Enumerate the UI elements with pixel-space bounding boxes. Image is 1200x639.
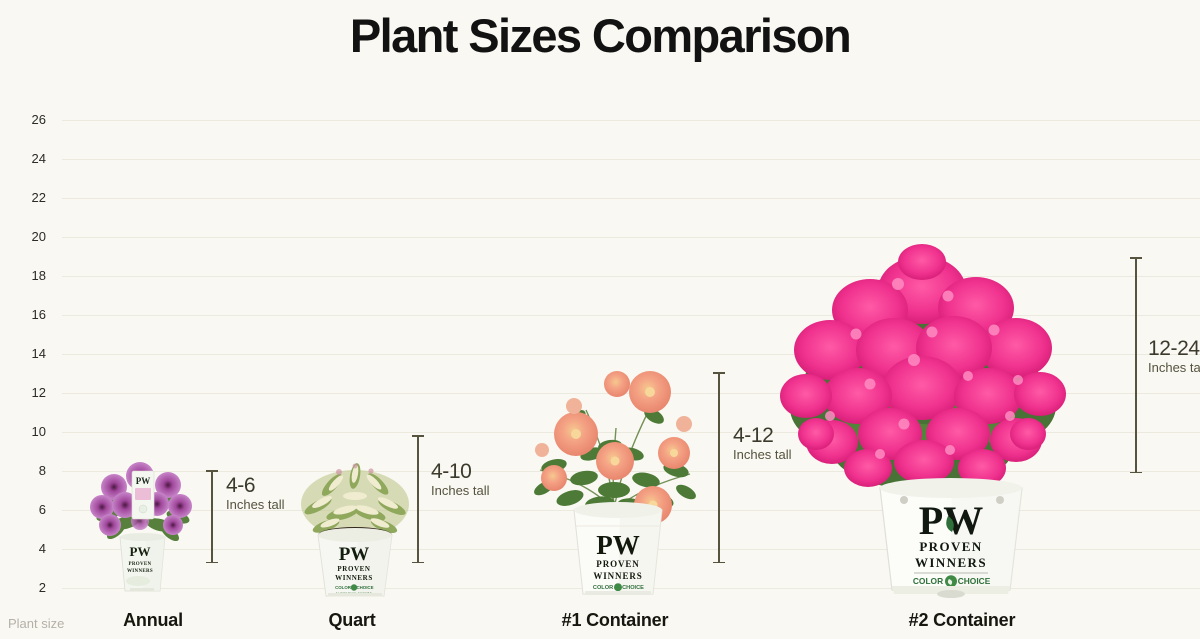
- measure-bracket-quart: [412, 435, 424, 563]
- annotation-range: 4-6: [226, 474, 256, 497]
- y-tick-label: 12: [31, 385, 46, 400]
- annotation-unit: Inches tall: [733, 447, 792, 463]
- svg-text:PROVEN: PROVEN: [337, 565, 370, 573]
- gridline: [62, 120, 1200, 121]
- plant-figure-annual: PW PW PROVEN WINNERS: [80, 443, 205, 595]
- x-tick-label-quart: Quart: [328, 610, 376, 630]
- bracket-stem: [417, 435, 419, 563]
- bracket-cap-bottom: [206, 561, 218, 563]
- svg-text:PW: PW: [130, 544, 151, 559]
- plant-figure-quart: PW PROVEN WINNERS COLOR CHOICE FLOWERING…: [292, 452, 418, 600]
- annotation-unit: Inches tall: [226, 497, 285, 513]
- plant-figure-container-2: PW PROVEN WINNERS COLOR CHOICE FLOWERING…: [772, 238, 1072, 600]
- svg-text:COLOR: COLOR: [335, 585, 352, 590]
- annotation-quart: 4-10 Inches tall: [431, 460, 490, 500]
- measure-bracket-container-2: [1130, 257, 1142, 473]
- svg-text:CHOICE: CHOICE: [622, 585, 644, 591]
- bracket-stem: [211, 470, 213, 563]
- annotation-range: 4-12: [733, 424, 774, 447]
- y-tick-label: 14: [31, 346, 46, 361]
- svg-text:COLOR: COLOR: [913, 576, 943, 586]
- annotation-annual: 4-6 Inches tall: [226, 474, 285, 514]
- svg-text:PROVEN: PROVEN: [129, 562, 152, 567]
- y-tick-label: 8: [38, 463, 46, 478]
- svg-text:WINNERS: WINNERS: [127, 569, 153, 574]
- y-tick-label: 18: [31, 268, 46, 283]
- svg-text:PROVEN: PROVEN: [919, 539, 982, 554]
- svg-text:COLOR: COLOR: [593, 585, 613, 591]
- bracket-cap-bottom: [1130, 471, 1142, 473]
- annotation-unit: Inches tall: [1148, 360, 1200, 376]
- svg-text:PW: PW: [136, 476, 151, 486]
- svg-text:PW: PW: [596, 530, 640, 560]
- y-tick-label: 22: [31, 190, 46, 205]
- annotation-container-2: 12-24 Inches tall: [1148, 337, 1200, 377]
- gridline: [62, 276, 1200, 277]
- svg-text:WINNERS: WINNERS: [593, 571, 642, 581]
- measure-bracket-annual: [206, 470, 218, 563]
- annotation-container-1: 4-12 Inches tall: [733, 424, 792, 464]
- svg-text:WINNERS: WINNERS: [915, 555, 987, 570]
- y-axis-label: Plant size: [8, 616, 65, 631]
- gridline: [62, 159, 1200, 160]
- bracket-cap-bottom: [412, 561, 424, 563]
- x-tick-label-container-1: #1 Container: [561, 610, 669, 630]
- y-tick-label: 16: [31, 307, 46, 322]
- svg-text:WINNERS: WINNERS: [335, 574, 373, 582]
- annotation-range: 4-10: [431, 460, 472, 483]
- measure-bracket-container-1: [713, 372, 725, 563]
- y-tick-label: 10: [31, 424, 46, 439]
- y-tick-label: 24: [31, 151, 46, 166]
- gridline: [62, 471, 1200, 472]
- gridline: [62, 432, 1200, 433]
- svg-text:CHOICE: CHOICE: [958, 576, 991, 586]
- plant-figure-container-1: PW PROVEN WINNERS COLOR CHOICE FLOWERING…: [514, 358, 714, 600]
- svg-text:PROVEN: PROVEN: [596, 559, 639, 569]
- bracket-stem: [718, 372, 720, 563]
- bracket-cap-bottom: [713, 561, 725, 563]
- y-tick-label: 20: [31, 229, 46, 244]
- gridline: [62, 198, 1200, 199]
- svg-text:CHOICE: CHOICE: [356, 585, 373, 590]
- y-tick-label: 26: [31, 112, 46, 127]
- annotation-range: 12-24: [1148, 337, 1200, 360]
- bracket-stem: [1135, 257, 1137, 473]
- gridline: [62, 237, 1200, 238]
- gridline: [62, 315, 1200, 316]
- x-tick-label-annual: Annual: [123, 610, 183, 630]
- y-tick-label: 2: [38, 580, 46, 595]
- y-tick-label: 6: [38, 502, 46, 517]
- page-title: Plant Sizes Comparison: [349, 9, 852, 62]
- annotation-unit: Inches tall: [431, 483, 490, 499]
- x-tick-label-container-2: #2 Container: [908, 610, 1016, 630]
- gridline: [62, 354, 1200, 355]
- svg-text:PW: PW: [339, 544, 370, 565]
- y-tick-label: 4: [38, 541, 46, 556]
